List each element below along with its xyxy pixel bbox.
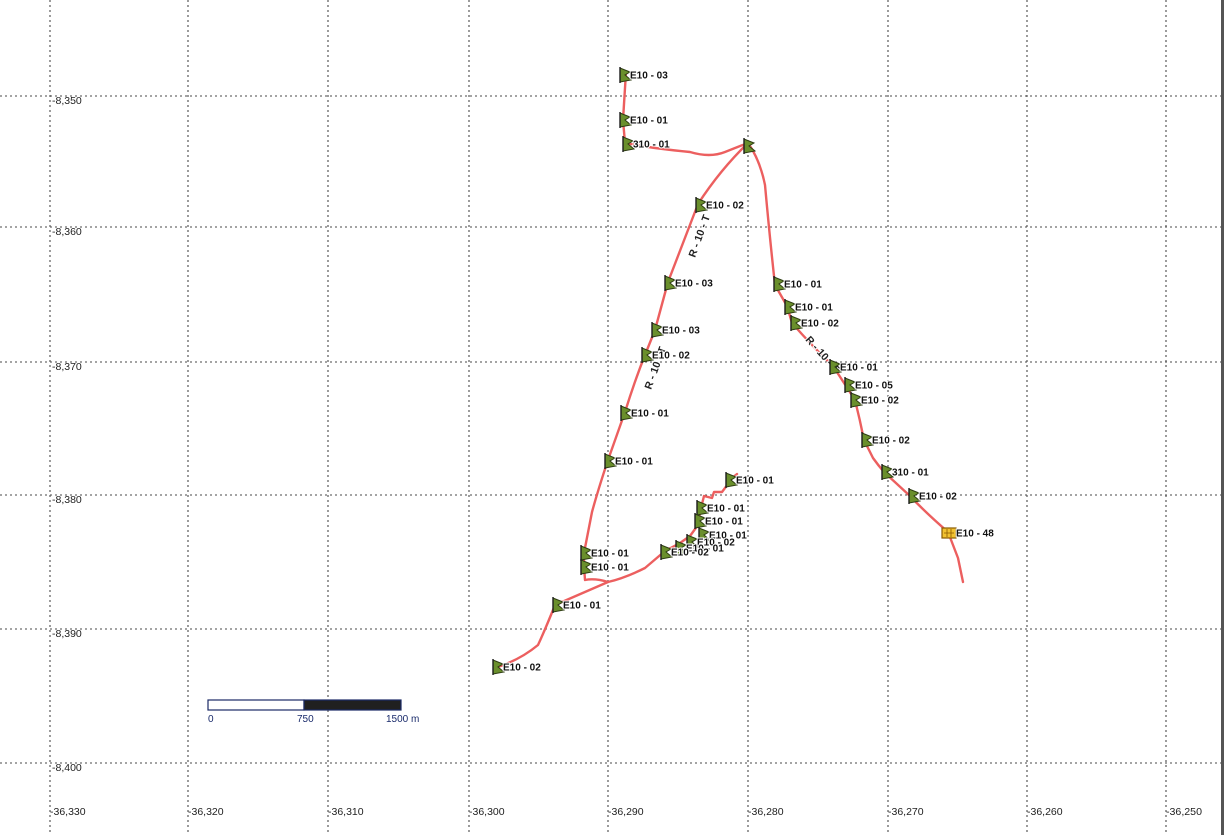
site-label: E10 - 01 [630, 116, 668, 127]
site-marker[interactable]: E10 - 01 [620, 405, 670, 421]
y-axis-labels: -8,350 -8,360 -8,370 -8,380 -8,390 -8,40… [52, 95, 82, 774]
x-axis-labels: -36,330 -36,320 -36,310 -36,300 -36,290 … [50, 806, 1202, 818]
scale-label-end: 1500 m [386, 714, 419, 725]
site-marker[interactable]: E10 - 02 [790, 315, 840, 331]
grid-horizontal-lines [0, 95, 1224, 764]
map-right-border [1221, 0, 1224, 835]
y-axis-label: -8,380 [52, 494, 82, 506]
site-marker[interactable]: E10 - 01 [675, 540, 725, 556]
site-marker[interactable]: E10 - 01 [829, 359, 879, 375]
scale-bar-black-segment [303, 699, 402, 711]
site-label: E10 - 02 [872, 436, 910, 447]
site-label: E10 - 02 [801, 319, 839, 330]
site-label: E10 - 01 [784, 280, 822, 291]
site-label: E10 - 02 [652, 351, 690, 362]
site-marker[interactable]: E10 - 02 [641, 347, 691, 363]
site-marker[interactable]: E10 - 02 [908, 488, 958, 504]
scale-label-mid: 750 [297, 714, 314, 725]
site-marker[interactable]: E10 - 03 [651, 322, 701, 338]
route-label: R - 10 - T [687, 213, 714, 259]
route-north-stub[interactable] [621, 70, 750, 157]
site-marker[interactable]: E10 - 01 [696, 500, 746, 516]
site-marker[interactable]: E10 - 01 [619, 112, 669, 128]
site-label: E10 - 01 [631, 409, 669, 420]
site-label: E10 - 02 [706, 201, 744, 212]
site-marker[interactable]: E10 - 02 [861, 432, 911, 448]
site-marker[interactable]: E10 - 03 [664, 275, 714, 291]
site-marker[interactable]: E10 - 01 [694, 513, 744, 529]
site-marker[interactable]: E10 - 02 [660, 544, 710, 560]
site-marker[interactable]: E10 - 02 [695, 197, 745, 213]
scale-bar: 0 750 1500 m [207, 699, 419, 725]
site-marker[interactable]: E10 - 01 [725, 472, 775, 488]
x-axis-label: -36,260 [1027, 806, 1063, 818]
route-south-spur[interactable] [582, 472, 739, 584]
y-axis-label: -8,400 [52, 762, 82, 774]
site-marker[interactable]: E10 - 01 [580, 559, 630, 575]
site-label: E10 - 01 [709, 531, 747, 542]
site-label: E10 - 01 [795, 303, 833, 314]
site-markers: E10 - 03 E10 - 01 310 - 01 E10 - 02 E10 - 03… [492, 67, 995, 675]
site-marker[interactable]: E10 - 01 [552, 597, 602, 613]
site-label: E10 - 01 [707, 504, 745, 515]
site-marker[interactable]: E10 - 48 [941, 527, 995, 541]
x-axis-label: -36,310 [328, 806, 364, 818]
site-label: E10 - 02 [919, 492, 957, 503]
site-label: E10 - 01 [591, 563, 629, 574]
site-label: E10 - 05 [855, 381, 893, 392]
site-marker[interactable]: E10 - 01 [604, 453, 654, 469]
site-label: E10 - 02 [697, 538, 735, 549]
site-label: E10 - 02 [503, 663, 541, 674]
site-marker[interactable]: E10 - 02 [492, 659, 542, 675]
y-axis-label: -8,350 [52, 95, 82, 107]
y-axis-label: -8,390 [52, 628, 82, 640]
site-label: E10 - 01 [840, 363, 878, 374]
y-axis-label: -8,360 [52, 226, 82, 238]
x-axis-label: -36,300 [469, 806, 505, 818]
site-label: E10 - 48 [956, 529, 994, 540]
site-label: E10 - 01 [705, 517, 743, 528]
site-marker[interactable]: E10 - 01 [698, 527, 748, 543]
x-axis-label: -36,270 [888, 806, 924, 818]
site-label: E10 - 01 [736, 476, 774, 487]
site-label: E10 - 02 [861, 396, 899, 407]
x-axis-label: -36,290 [608, 806, 644, 818]
site-label: E10 - 01 [686, 544, 724, 555]
site-label: 310 - 01 [633, 140, 670, 151]
site-marker[interactable]: E10 - 02 [850, 392, 900, 408]
scale-label-start: 0 [208, 714, 214, 725]
site-label: E10 - 01 [591, 549, 629, 560]
site-marker[interactable]: E10 - 01 [773, 276, 823, 292]
antenna-flag-icon [743, 138, 757, 154]
site-marker[interactable]: E10 - 01 [784, 299, 834, 315]
site-marker[interactable]: E10 - 01 [580, 545, 630, 561]
site-marker[interactable]: E10 - 02 [686, 534, 736, 550]
x-axis-label: -36,250 [1166, 806, 1202, 818]
site-marker[interactable]: 310 - 01 [622, 136, 671, 152]
site-label: E10 - 01 [563, 601, 601, 612]
base-station-icon-detail [944, 529, 954, 537]
x-axis-label: -36,320 [188, 806, 224, 818]
site-marker[interactable] [743, 138, 757, 154]
site-marker[interactable]: E10 - 03 [619, 67, 669, 83]
site-label: 310 - 01 [892, 468, 929, 479]
x-axis-label: -36,330 [50, 806, 86, 818]
routes [493, 70, 965, 670]
site-label: E10 - 02 [671, 548, 709, 559]
site-marker[interactable]: E10 - 05 [844, 377, 894, 393]
y-axis-label: -8,370 [52, 361, 82, 373]
site-label: E10 - 03 [675, 279, 713, 290]
site-label: E10 - 01 [615, 457, 653, 468]
site-marker[interactable]: 310 - 01 [881, 464, 930, 480]
scale-bar-white-segment [207, 699, 305, 711]
route-southwest-spur[interactable] [493, 580, 610, 670]
grid-vertical-lines [49, 0, 1167, 835]
site-label: E10 - 03 [630, 71, 668, 82]
x-axis-label: -36,280 [748, 806, 784, 818]
site-label: E10 - 03 [662, 326, 700, 337]
